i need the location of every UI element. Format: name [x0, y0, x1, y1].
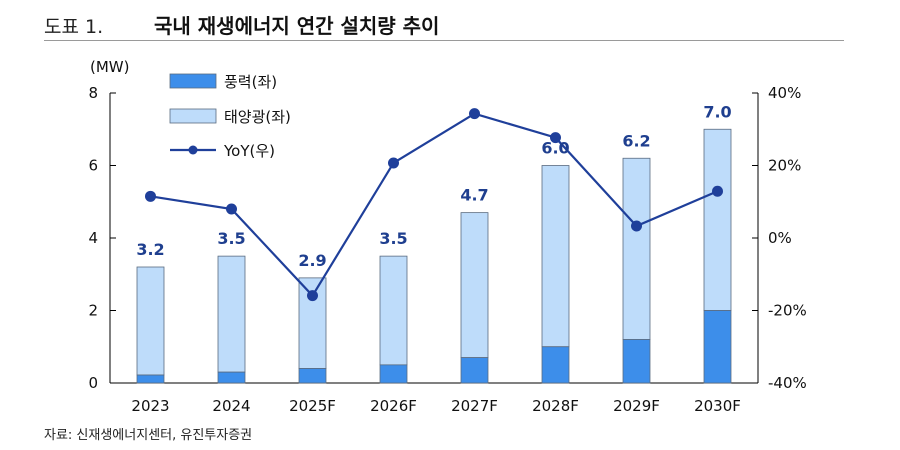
left-tick-label: 0: [88, 374, 98, 392]
wind-bar: [379, 364, 408, 384]
right-tick-label: 40%: [768, 84, 801, 102]
solar-bar: [217, 255, 246, 373]
x-tick-label: 2029F: [613, 397, 660, 415]
left-tick-label: 2: [88, 302, 98, 320]
left-tick-label: 4: [88, 229, 98, 247]
legend-swatch-yoy-marker: [188, 145, 198, 155]
legend-swatch-solar: [169, 108, 217, 124]
wind-bar: [136, 374, 165, 384]
legend: 풍력(좌) 태양광(좌) YoY(우): [169, 73, 291, 160]
x-tick-label: 2023: [131, 397, 169, 415]
bars-layer: [136, 128, 732, 384]
yoy-point: [631, 220, 642, 232]
left-tick-label: 8: [88, 84, 98, 102]
right-tick-label: -40%: [768, 374, 807, 392]
left-tick-label: 6: [88, 157, 98, 175]
solar-bar: [379, 255, 408, 366]
right-tick-label: -20%: [768, 302, 807, 320]
x-tick-label: 2027F: [451, 397, 498, 415]
yoy-line: [150, 112, 718, 298]
solar-bar: [136, 266, 165, 376]
source-note: 자료: 신재생에너지센터, 유진투자증권: [44, 428, 253, 443]
x-tick-label: 2024: [212, 397, 250, 415]
figure-label: 도표 1.: [44, 16, 104, 38]
solar-bar: [622, 157, 651, 340]
yoy-line-layer: [145, 108, 723, 302]
legend-label-solar: 태양광(좌): [224, 108, 291, 126]
total-label: 3.5: [217, 229, 245, 248]
total-label: 6.0: [541, 139, 569, 158]
right-tick-label: 20%: [768, 157, 801, 175]
total-label: 6.2: [622, 131, 650, 150]
total-label: 3.2: [136, 240, 164, 259]
data-labels-layer: 3.2 3.5 2.9 3.5 4.7 6.0 6.2 7.0: [136, 102, 731, 270]
header-divider: [44, 40, 844, 41]
x-tick-label: 2025F: [289, 397, 336, 415]
chart-title: 국내 재생에너지 연간 설치량 추이: [154, 14, 440, 38]
wind-bar: [460, 357, 489, 384]
yoy-point: [388, 157, 399, 169]
left-axis-unit: (MW): [90, 58, 129, 76]
yoy-point: [145, 190, 156, 202]
solar-bar: [541, 165, 570, 348]
solar-bar: [703, 128, 732, 311]
yoy-point: [469, 108, 480, 120]
yoy-point: [550, 132, 561, 144]
total-label: 3.5: [379, 229, 407, 248]
total-label: 7.0: [703, 102, 731, 121]
right-tick-label: 0%: [768, 229, 792, 247]
legend-swatch-wind: [169, 73, 217, 89]
total-label: 2.9: [298, 251, 326, 270]
figure-header: 도표 1. 국내 재생에너지 연간 설치량 추이: [44, 8, 844, 44]
wind-bar: [703, 310, 732, 384]
wind-bar: [622, 339, 651, 384]
wind-bar: [217, 371, 246, 384]
solar-bar: [460, 212, 489, 359]
x-tick-label: 2028F: [532, 397, 579, 415]
yoy-point: [307, 290, 318, 302]
yoy-point: [712, 185, 723, 197]
solar-bar: [298, 277, 327, 369]
x-tick-label: 2026F: [370, 397, 417, 415]
total-label: 4.7: [460, 186, 488, 205]
legend-label-yoy: YoY(우): [223, 142, 275, 160]
wind-bar: [298, 368, 327, 384]
legend-label-wind: 풍력(좌): [224, 73, 277, 91]
x-tick-label: 2030F: [694, 397, 741, 415]
wind-bar: [541, 346, 570, 384]
yoy-point: [226, 203, 237, 215]
